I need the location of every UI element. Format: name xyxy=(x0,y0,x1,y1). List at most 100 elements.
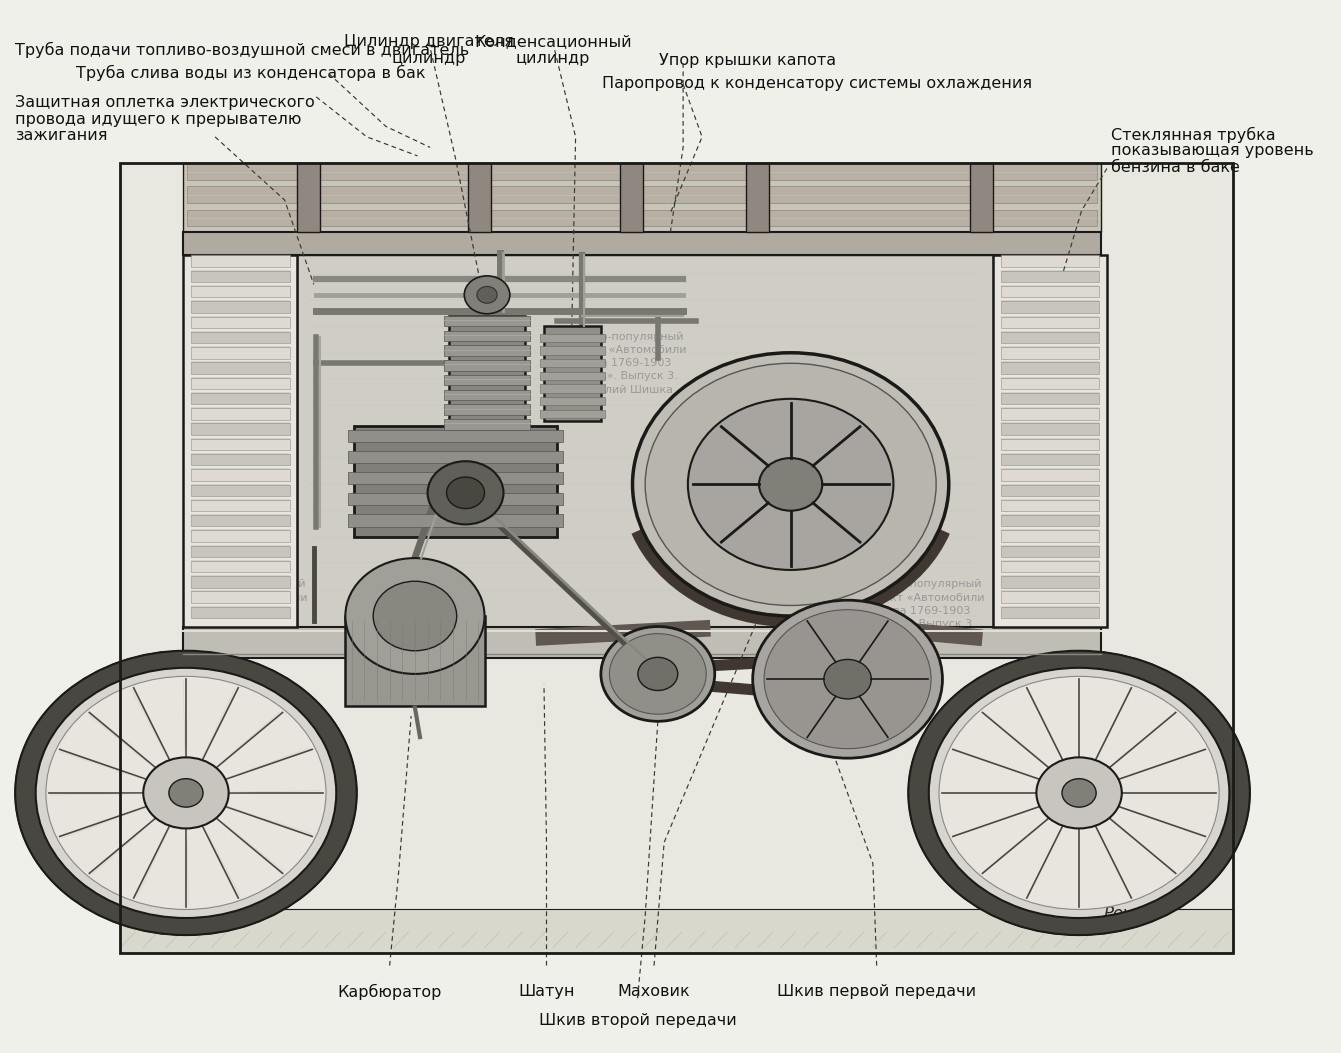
Bar xyxy=(190,531,290,541)
Bar xyxy=(1000,500,1100,511)
Circle shape xyxy=(908,651,1250,935)
Text: зажигания: зажигания xyxy=(15,128,107,143)
Bar xyxy=(347,514,563,526)
Bar xyxy=(190,393,290,404)
Circle shape xyxy=(633,353,949,616)
Bar xyxy=(190,256,290,266)
Bar xyxy=(1000,470,1100,480)
Circle shape xyxy=(346,558,484,674)
Circle shape xyxy=(447,477,484,509)
Bar xyxy=(1000,332,1100,343)
Bar xyxy=(188,210,1097,226)
Bar xyxy=(347,493,563,505)
Text: Труба подачи топливо-воздушной смеси в двигатель: Труба подачи топливо-воздушной смеси в д… xyxy=(15,42,469,58)
Bar xyxy=(121,163,1234,953)
Bar xyxy=(121,163,1234,953)
Bar xyxy=(121,909,1234,953)
Bar xyxy=(298,255,994,627)
Bar xyxy=(347,472,563,484)
Bar xyxy=(540,397,605,405)
Text: Научно-популярный
проект «Автомобили
мира 1769-1903
годов». Выпуск 3.
Василий Ши: Научно-популярный проект «Автомобили мир… xyxy=(563,332,687,395)
Text: показывающая уровень: показывающая уровень xyxy=(1110,143,1313,158)
Bar xyxy=(184,163,1101,232)
Bar xyxy=(1000,423,1100,435)
Bar xyxy=(1000,484,1100,496)
Bar xyxy=(544,326,601,421)
Bar xyxy=(298,163,320,232)
Bar xyxy=(1000,409,1100,419)
Text: цилиндр: цилиндр xyxy=(516,51,590,65)
Bar xyxy=(1000,576,1100,588)
Text: Научно-популярный
проект «Автомобили
мира 1769-1903
годов». Выпуск 3.
Василий Ши: Научно-популярный проект «Автомобили мир… xyxy=(862,579,984,642)
Circle shape xyxy=(601,627,715,721)
Bar xyxy=(540,359,605,367)
Bar xyxy=(444,360,530,371)
Bar xyxy=(188,186,1097,203)
Circle shape xyxy=(428,461,503,524)
Bar xyxy=(1000,256,1100,266)
Circle shape xyxy=(477,286,498,303)
Circle shape xyxy=(609,634,707,714)
Bar xyxy=(1000,454,1100,465)
Bar xyxy=(1000,561,1100,572)
Bar xyxy=(184,232,1101,255)
Circle shape xyxy=(759,458,822,511)
Bar xyxy=(444,404,530,415)
Bar xyxy=(190,470,290,480)
Bar xyxy=(190,378,290,389)
Bar xyxy=(1000,439,1100,450)
Bar xyxy=(1000,271,1100,282)
Bar xyxy=(994,255,1106,627)
Bar xyxy=(190,561,290,572)
Text: Шатун: Шатун xyxy=(518,984,575,998)
Bar xyxy=(540,346,605,355)
Bar xyxy=(190,607,290,618)
Bar xyxy=(1000,378,1100,389)
Circle shape xyxy=(939,676,1219,910)
Bar xyxy=(444,316,530,326)
Circle shape xyxy=(823,659,872,699)
Bar xyxy=(190,317,290,327)
Circle shape xyxy=(1037,757,1122,829)
Bar xyxy=(190,500,290,511)
Bar xyxy=(184,255,298,627)
Bar xyxy=(468,163,491,232)
Text: Упор крышки капота: Упор крышки капота xyxy=(658,53,837,67)
Bar xyxy=(1000,301,1100,313)
Bar xyxy=(1000,607,1100,618)
Text: Конденсационный: Конденсационный xyxy=(473,34,632,48)
Bar xyxy=(449,316,524,432)
Bar xyxy=(190,409,290,419)
Circle shape xyxy=(688,399,893,570)
Bar xyxy=(188,163,1097,180)
Bar xyxy=(190,362,290,374)
Bar xyxy=(190,454,290,465)
Bar xyxy=(620,163,642,232)
Circle shape xyxy=(169,778,202,807)
Bar xyxy=(347,451,563,463)
Bar xyxy=(1000,515,1100,526)
Bar xyxy=(190,423,290,435)
Circle shape xyxy=(645,363,936,605)
Bar xyxy=(444,345,530,356)
Text: Научно-популярный
проект «Автомобили
мира 1769-1903
годов». Выпуск 3.
Василий Ши: Научно-популярный проект «Автомобили мир… xyxy=(185,579,308,642)
Bar xyxy=(184,627,1101,658)
Bar xyxy=(444,331,530,341)
Circle shape xyxy=(373,581,457,651)
Text: бензина в баке: бензина в баке xyxy=(1110,160,1239,175)
Text: Труба слива воды из конденсатора в бак: Труба слива воды из конденсатора в бак xyxy=(76,65,425,81)
Bar xyxy=(747,163,770,232)
Bar xyxy=(347,430,563,442)
Bar xyxy=(346,616,484,706)
Circle shape xyxy=(638,657,677,691)
Text: цилиндр: цилиндр xyxy=(392,51,467,65)
Bar xyxy=(190,545,290,557)
Bar xyxy=(190,286,290,297)
Text: провода идущего к прерывателю: провода идущего к прерывателю xyxy=(15,112,302,126)
Bar xyxy=(190,439,290,450)
Bar xyxy=(190,484,290,496)
Bar xyxy=(540,334,605,342)
Bar xyxy=(190,347,290,358)
Bar xyxy=(1000,317,1100,327)
Circle shape xyxy=(46,676,326,910)
